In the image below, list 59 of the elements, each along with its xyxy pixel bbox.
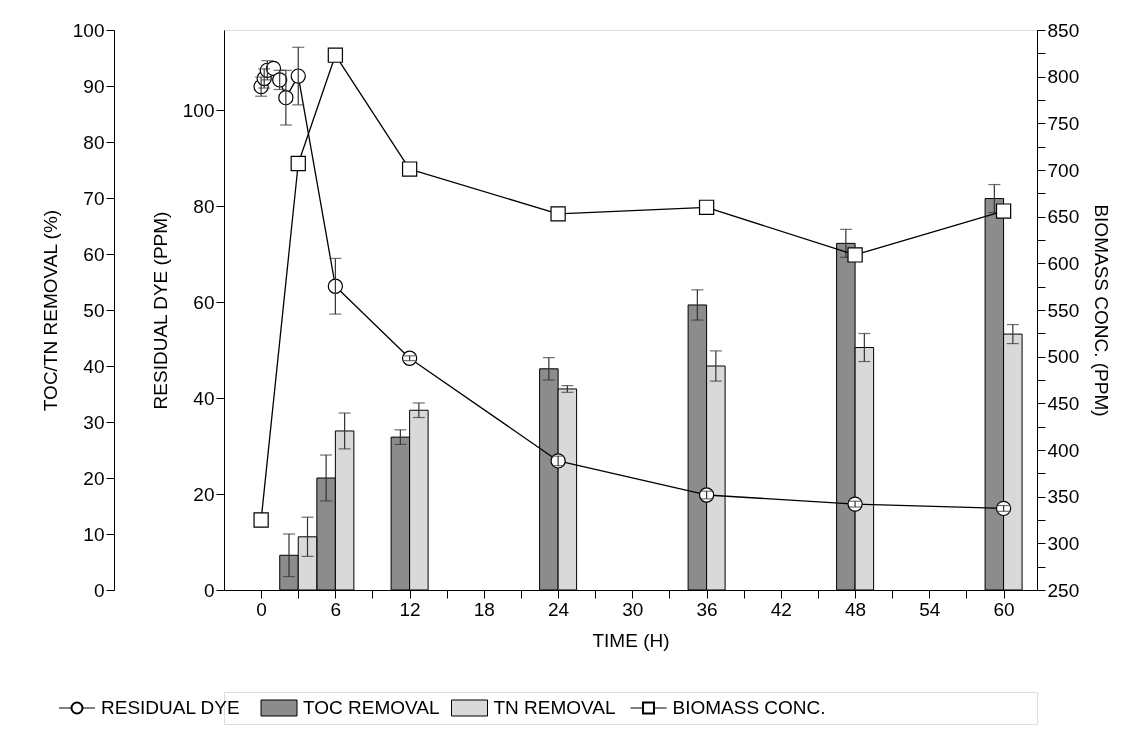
y2-tick-label: 60 <box>193 291 215 313</box>
y3-tick-label: 750 <box>1047 112 1080 134</box>
y-tick-label: 10 <box>83 523 105 545</box>
y3-tick-label: 650 <box>1047 206 1080 228</box>
y-tick-label: 50 <box>83 299 105 321</box>
point <box>847 247 863 263</box>
x-tick-label: 30 <box>622 598 644 620</box>
x-tick-label: 48 <box>845 598 867 620</box>
y2-tick-label: 20 <box>193 483 215 505</box>
y3-tick-label: 800 <box>1047 66 1080 88</box>
x-tick-label: 60 <box>993 598 1015 620</box>
y3-tick-label: 550 <box>1047 299 1080 321</box>
x-tick-label: 12 <box>399 598 421 620</box>
y2-tick-label: 80 <box>193 195 215 217</box>
y-tick-label: 40 <box>83 355 105 377</box>
y-tick-label: 100 <box>72 19 105 41</box>
point <box>401 161 418 177</box>
point <box>698 199 715 215</box>
y-tick-label: 30 <box>83 411 105 433</box>
y3-tick-label: 300 <box>1047 532 1080 554</box>
x-axis-title: TIME (H) <box>592 629 670 651</box>
x-tick-label: 24 <box>548 598 570 620</box>
x-tick-label: 6 <box>330 598 342 620</box>
y3-tick-label: 700 <box>1047 159 1080 181</box>
y3-tick-label: 250 <box>1047 579 1080 601</box>
y3-tick-label: 400 <box>1047 439 1080 461</box>
x-tick-label: 36 <box>696 598 718 620</box>
y3-tick-label: 500 <box>1047 346 1080 368</box>
y2-tick-label: 40 <box>193 387 215 409</box>
y3-axis-title: BIOMASS CONC. (PPM) <box>1091 204 1113 417</box>
y3-tick-label: 600 <box>1047 252 1080 274</box>
y-tick-label: 60 <box>83 243 105 265</box>
y3-tick-label: 350 <box>1047 486 1080 508</box>
x-tick-label: 54 <box>919 598 941 620</box>
y-tick-label: 0 <box>93 579 105 601</box>
y2-tick-label: 100 <box>182 99 215 121</box>
y-tick-label: 20 <box>83 467 105 489</box>
x-tick-label: 0 <box>256 598 267 620</box>
point <box>290 68 306 84</box>
point <box>327 278 344 294</box>
x-tick-label: 18 <box>473 598 495 620</box>
legend-label: RESIDUAL DYE <box>101 697 240 718</box>
point <box>995 203 1012 219</box>
point <box>290 155 306 172</box>
y-tick-label: 70 <box>83 187 105 209</box>
y2-tick-label: 0 <box>203 579 215 601</box>
legend-label: BIOMASS CONC. <box>672 697 826 718</box>
y3-tick-label: 450 <box>1047 392 1080 414</box>
point <box>550 206 566 222</box>
point <box>253 512 269 528</box>
y-tick-label: 80 <box>83 131 105 153</box>
legend-label: TN REMOVAL <box>493 697 616 718</box>
legend-label: TOC REMOVAL <box>303 697 440 718</box>
y-tick-label: 90 <box>83 75 105 97</box>
y2-axis-title: RESIDUAL DYE (PPM) <box>149 211 171 410</box>
y-axis-title: TOC/TN REMOVAL (%) <box>39 209 61 412</box>
point <box>327 47 344 63</box>
x-tick-label: 42 <box>770 598 792 620</box>
y3-tick-label: 850 <box>1047 19 1080 41</box>
